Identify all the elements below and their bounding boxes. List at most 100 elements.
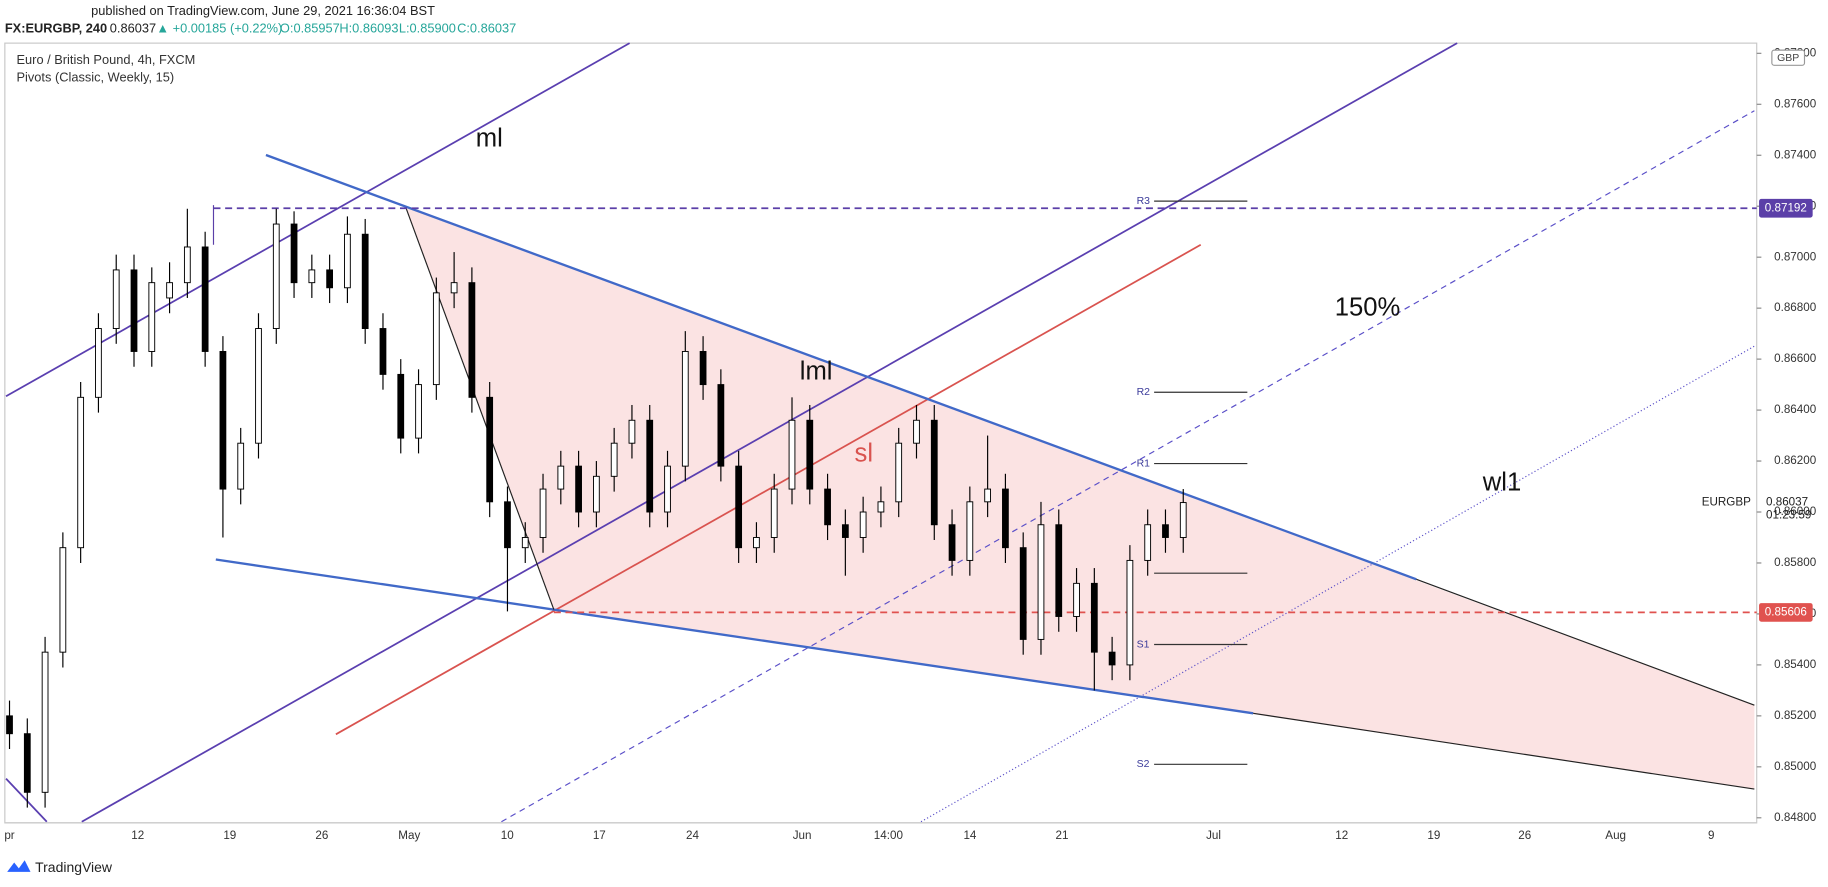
candle-body (486, 396, 494, 503)
x-tick-label: Jul (1206, 829, 1221, 842)
candle-body (166, 282, 173, 299)
annotation-sl: sl (855, 439, 874, 467)
candle-body (575, 465, 582, 513)
y-tick-label: 0.85000 (1774, 760, 1817, 773)
candle-body (735, 465, 743, 549)
countdown: 01:23:59 (1766, 508, 1811, 521)
candle-body (183, 246, 191, 284)
candle-body (1055, 524, 1063, 617)
x-tick-label: 19 (1427, 829, 1440, 842)
candle-body (432, 292, 440, 386)
candle-body (1002, 488, 1009, 549)
logo-icon (7, 860, 31, 872)
x-tick-label: 19 (223, 829, 236, 842)
candle-body (379, 328, 387, 375)
ohlc-close: C:0.86037 (457, 21, 516, 36)
candle-body (1179, 502, 1187, 538)
wl1-line (920, 345, 1755, 823)
candle-body (219, 350, 227, 490)
legend-bg (11, 51, 199, 89)
candle-body (859, 511, 867, 538)
candle-body (1037, 524, 1045, 640)
pivot-label: S1 (1137, 639, 1150, 650)
candle-body (521, 537, 529, 549)
candle-body (237, 442, 245, 490)
x-tick-label: Jun (793, 829, 812, 842)
wedge-upper-ext (1416, 578, 1755, 706)
candle-body (628, 419, 636, 444)
candle-body (913, 419, 920, 444)
x-tick-label: 14:00 (874, 829, 904, 842)
candle-body (255, 328, 262, 444)
candle-body (664, 465, 671, 513)
candle-body (717, 384, 725, 467)
candle-body (415, 384, 422, 439)
y-tick-label: 0.85400 (1774, 658, 1817, 671)
candle-body (1144, 524, 1152, 561)
x-tick-label: May (398, 829, 420, 842)
candle-body (504, 501, 511, 549)
pivot-label: R1 (1137, 458, 1151, 469)
candle-body (788, 419, 796, 490)
candle-body (806, 419, 814, 490)
ohlc-high: H:0.86093 (339, 21, 398, 36)
candle-body (930, 419, 938, 526)
sl-line (335, 244, 1202, 736)
x-tick-label: 12 (131, 829, 144, 842)
candle-body (824, 488, 831, 526)
instrument: Euro / British Pound, 4h, FXCM (17, 52, 196, 67)
currency-box (1771, 49, 1806, 66)
y-tick-label: 0.86600 (1774, 352, 1817, 365)
candle-body (201, 246, 209, 352)
ml-line (5, 42, 631, 398)
candle-body (308, 269, 316, 284)
x-tick-label: 26 (1518, 829, 1531, 842)
candle-body (681, 350, 689, 467)
candle-body (895, 442, 903, 503)
lml-line (81, 42, 1458, 823)
ohlc-open: O:0.85957 (280, 21, 340, 36)
x-tick-label: 10 (501, 829, 514, 842)
y-tick-label: 0.87000 (1774, 250, 1817, 263)
candle-body (557, 465, 565, 490)
candle-body (344, 233, 351, 289)
candle-body (95, 328, 102, 398)
candle-body (610, 442, 618, 477)
candle-body (290, 223, 298, 284)
y-tick-label: 0.84800 (1774, 811, 1817, 824)
candle-body (1162, 524, 1169, 538)
candle-body (397, 373, 405, 439)
candle-body (841, 524, 849, 538)
candle-body (948, 524, 956, 561)
last-value: 0.86037 (110, 21, 156, 36)
published-note: published on TradingView.com, June 29, 2… (91, 3, 435, 18)
lower-line (5, 778, 48, 823)
candle-body (699, 350, 707, 386)
annotation-wl1: wl1 (1482, 468, 1521, 496)
last-price: 0.86037 (1766, 496, 1808, 509)
candle-body (112, 269, 120, 329)
fib-150-line (501, 110, 1755, 823)
y-tick-label: 0.86800 (1774, 301, 1817, 314)
candle-body (753, 537, 760, 549)
brand: TradingView (35, 859, 113, 875)
candle-body (450, 282, 458, 294)
candle-body (539, 488, 547, 538)
currency: GBP (1777, 53, 1799, 64)
y-tick-label: 0.86400 (1774, 403, 1817, 416)
change: ▲ +0.00185 (+0.22%) (156, 21, 282, 36)
candle-body (770, 488, 778, 538)
level-tag (1759, 603, 1813, 622)
y-tick-label: 0.85200 (1774, 709, 1817, 722)
candle-body (148, 282, 156, 352)
candle-body (984, 488, 992, 503)
annotation-150: 150% (1335, 294, 1401, 322)
candle-body (361, 233, 369, 329)
candle-body (23, 733, 31, 793)
logo: TradingView (7, 859, 113, 875)
candle-body (1108, 651, 1116, 666)
indicator: Pivots (Classic, Weekly, 15) (17, 69, 175, 84)
level-tag-label: 0.87192 (1765, 201, 1807, 214)
candle-body (1019, 547, 1027, 640)
pivot-label: S2 (1137, 759, 1150, 770)
